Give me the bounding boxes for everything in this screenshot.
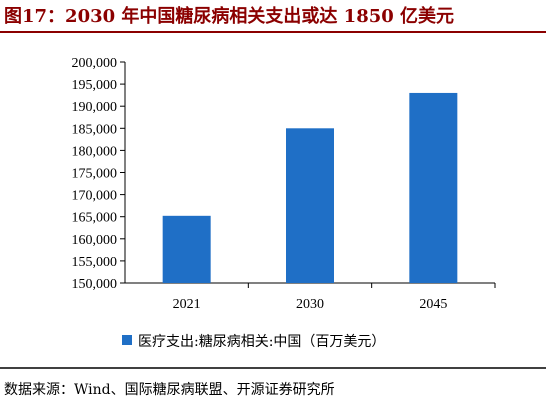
- bar-series: [162, 92, 458, 283]
- y-tick-label: 185,000: [72, 122, 118, 137]
- source-note: 数据来源：Wind、国际糖尿病联盟、开源证券研究所: [4, 382, 335, 398]
- bar-2045: [409, 92, 458, 283]
- chart-legend: 医疗支出:糖尿病相关:中国（百万美元）: [122, 334, 385, 350]
- y-axis-ticks: 150,000 155,000 160,000 165,000 170,000 175,0…: [72, 56, 125, 292]
- x-tick-label: 2021: [173, 297, 201, 312]
- x-tick-label: 2030: [296, 297, 324, 312]
- y-tick-label: 195,000: [72, 78, 118, 93]
- y-tick-label: 155,000: [72, 255, 118, 270]
- legend-label: 医疗支出:糖尿病相关:中国（百万美元）: [138, 334, 385, 350]
- figure-title: 图17：2030 年中国糖尿病相关支出或达 1850 亿美元: [4, 5, 454, 27]
- y-tick-label: 150,000: [72, 277, 118, 292]
- legend-swatch: [122, 335, 132, 345]
- y-tick-label: 200,000: [72, 56, 118, 71]
- bar-2030: [286, 128, 334, 283]
- y-tick-label: 160,000: [72, 233, 118, 248]
- plot-area: 150,000 155,000 160,000 165,000 170,000 175,0…: [72, 56, 496, 312]
- x-axis-ticks: 2021 2030 2045: [173, 283, 496, 312]
- x-tick-label: 2045: [419, 297, 447, 312]
- bar-2021: [162, 215, 211, 283]
- y-tick-label: 175,000: [72, 167, 118, 182]
- y-tick-label: 170,000: [72, 189, 118, 204]
- y-tick-label: 190,000: [72, 100, 118, 115]
- y-tick-label: 180,000: [72, 144, 118, 159]
- y-tick-label: 165,000: [72, 211, 118, 226]
